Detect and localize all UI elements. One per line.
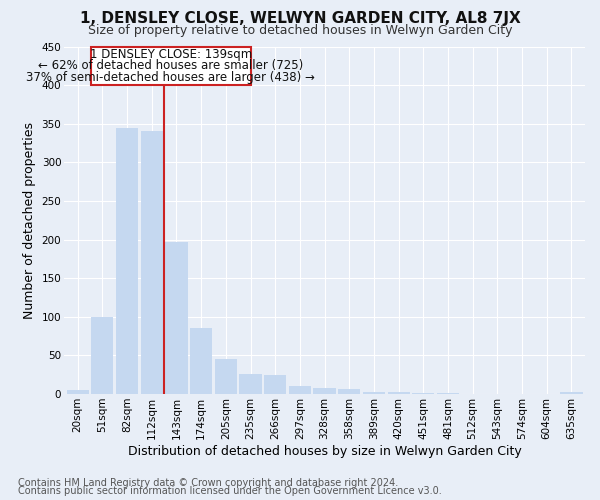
Text: Contains public sector information licensed under the Open Government Licence v3: Contains public sector information licen… (18, 486, 442, 496)
FancyBboxPatch shape (91, 46, 251, 85)
Bar (264, 374, 286, 394)
Bar (289, 386, 311, 394)
Text: 1, DENSLEY CLOSE, WELWYN GARDEN CITY, AL8 7JX: 1, DENSLEY CLOSE, WELWYN GARDEN CITY, AL… (80, 11, 520, 26)
Text: 1 DENSLEY CLOSE: 139sqm: 1 DENSLEY CLOSE: 139sqm (90, 48, 252, 60)
X-axis label: Distribution of detached houses by size in Welwyn Garden City: Distribution of detached houses by size … (128, 444, 521, 458)
Bar (388, 392, 410, 394)
Bar (67, 390, 89, 394)
Bar (338, 390, 361, 394)
Bar (363, 392, 385, 394)
Text: ← 62% of detached houses are smaller (725): ← 62% of detached houses are smaller (72… (38, 60, 304, 72)
Text: 37% of semi-detached houses are larger (438) →: 37% of semi-detached houses are larger (… (26, 71, 316, 84)
Text: Contains HM Land Registry data © Crown copyright and database right 2024.: Contains HM Land Registry data © Crown c… (18, 478, 398, 488)
Bar (313, 388, 335, 394)
Bar (116, 128, 138, 394)
Text: Size of property relative to detached houses in Welwyn Garden City: Size of property relative to detached ho… (88, 24, 512, 37)
Bar (140, 132, 163, 394)
Bar (239, 374, 262, 394)
Bar (166, 242, 188, 394)
Bar (215, 360, 237, 394)
Bar (560, 392, 583, 394)
Bar (190, 328, 212, 394)
Bar (91, 317, 113, 394)
Y-axis label: Number of detached properties: Number of detached properties (23, 122, 36, 319)
